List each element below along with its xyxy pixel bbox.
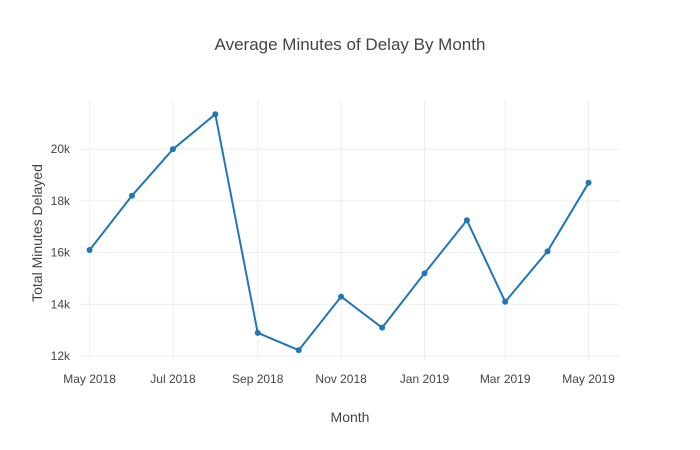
data-point[interactable]	[544, 248, 551, 255]
series-layer	[86, 111, 592, 354]
data-point[interactable]	[421, 270, 428, 277]
x-tick-label: May 2018	[63, 372, 116, 386]
data-point[interactable]	[86, 247, 93, 254]
y-tick-label: 20k	[51, 142, 71, 156]
y-tick-label: 16k	[51, 246, 71, 260]
data-point[interactable]	[128, 192, 135, 199]
x-tick-label: Sep 2018	[232, 372, 284, 386]
y-axis-ticks: 12k 14k 16k 18k 20k	[51, 142, 71, 363]
x-tick-label: Mar 2019	[480, 372, 531, 386]
data-point[interactable]	[338, 293, 345, 300]
y-axis-title: Total Minutes Delayed	[29, 164, 45, 302]
y-tick-label: 14k	[51, 297, 71, 311]
x-axis-ticks: May 2018 Jul 2018 Sep 2018 Nov 2018 Jan 2019…	[63, 372, 615, 386]
x-tick-label: Jan 2019	[400, 372, 450, 386]
grid-lines	[80, 100, 620, 360]
x-tick-label: Jul 2018	[150, 372, 196, 386]
data-point[interactable]	[254, 329, 261, 336]
data-point[interactable]	[502, 298, 509, 305]
y-tick-label: 18k	[51, 194, 71, 208]
x-tick-label: Nov 2018	[315, 372, 367, 386]
data-point[interactable]	[379, 324, 386, 331]
y-tick-label: 12k	[51, 349, 71, 363]
data-point[interactable]	[463, 217, 470, 224]
x-axis-title: Month	[331, 409, 370, 425]
chart-title: Average Minutes of Delay By Month	[215, 35, 486, 54]
data-point[interactable]	[212, 111, 219, 118]
data-point[interactable]	[169, 146, 176, 153]
data-point[interactable]	[585, 179, 592, 186]
data-point[interactable]	[295, 347, 302, 354]
x-tick-label: May 2019	[562, 372, 615, 386]
